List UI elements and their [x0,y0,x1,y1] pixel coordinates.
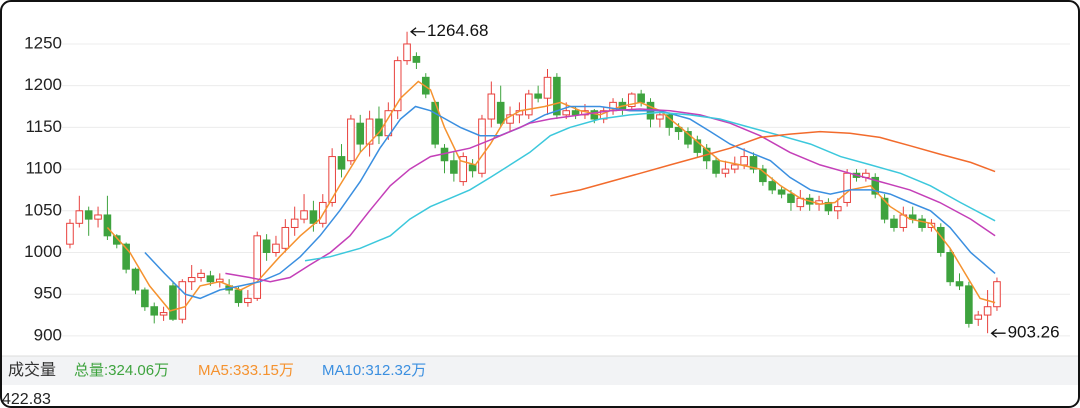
candle-body [66,222,74,245]
candle-body [787,193,795,203]
volume-axis-max: 422.83 [2,391,51,408]
candle-body [94,214,102,220]
candle-body [187,277,196,283]
candle-body [871,176,880,195]
moving-average-line [550,130,996,197]
candle-body [122,243,130,270]
candle-body [272,243,280,254]
candle-body [918,218,926,228]
candle-body [571,110,580,116]
y-tick-label: 1000 [24,242,62,261]
candle-body [150,306,159,316]
volume-ma5: MA5:333.15万 [198,362,294,379]
candle-body [281,226,290,249]
candle-body [318,201,327,224]
y-tick-label: 950 [34,284,62,303]
volume-total: 总量:324.06万 [74,362,169,379]
volume-header [2,356,1078,385]
candle-body [421,76,430,95]
y-tick-label: 1100 [25,159,62,178]
candle-body [103,214,112,237]
candle-body [721,168,730,174]
candle-body [534,93,542,99]
candle-body [496,101,505,124]
moving-average-line [304,111,996,262]
candle-body [290,218,299,228]
candle-body [459,156,468,183]
candle-body [75,210,84,224]
candle-body [955,281,964,287]
y-tick-label: 900 [34,325,62,344]
y-tick-label: 1150 [25,117,62,136]
candle-body [468,164,477,172]
candle-body [197,272,205,279]
candle-body [946,252,954,283]
candle-body [450,160,458,174]
candle-body [347,118,355,162]
candle-body [730,164,739,170]
candle-body [562,110,571,116]
candle-body [412,55,421,63]
candle-body [993,281,1001,308]
candle-body [524,93,533,116]
y-tick-label: 1200 [24,75,62,94]
candle-body [262,239,271,254]
candle-body [656,114,664,120]
annotation-arrow [410,27,426,37]
candle-body [337,156,346,170]
candle-body [693,139,702,153]
candle-body [749,156,758,170]
candle-body [253,235,262,299]
y-tick-label: 1050 [24,200,62,219]
candle-body [169,285,177,320]
plot-area: 900 950 1000 1050 1100 1150 1200 1250 1264.68 903… [24,21,1070,344]
candle-body [777,189,786,195]
candle-body [553,76,561,116]
candle-body [309,210,318,224]
extreme-label: 903.26 [1008,323,1060,342]
candle-body [684,131,692,145]
candle-body [843,172,851,203]
candle-body [487,93,496,120]
moving-average-line [144,105,996,300]
candle-body [543,76,552,99]
candle-body [112,235,121,245]
extreme-label: 1264.68 [427,21,488,40]
candle-body [637,93,645,103]
candle-body [84,210,93,220]
candle-body [768,181,777,191]
candle-body [712,160,720,174]
candle-body [740,156,748,166]
candle-body [159,312,168,316]
candle-body [141,289,149,308]
candle-body [393,60,402,112]
candle-body [478,118,486,174]
candle-body [131,268,140,291]
candle-body [759,168,767,183]
candle-body [627,93,636,108]
candle-body [983,306,992,316]
candle-body [178,281,187,320]
volume-ma10: MA10:312.32万 [322,362,426,379]
candle-body [356,122,365,145]
candle-body [833,206,842,212]
candle-body [403,43,411,62]
candle-body [328,156,336,203]
volume-title: 成交量 [8,361,56,379]
candle-body [300,210,308,220]
candle-body [880,197,889,220]
candle-body [206,275,215,283]
y-tick-label: 1250 [24,33,62,52]
candle-body [244,297,252,304]
candle-body [974,314,983,320]
candle-body [234,289,243,304]
candle-body [965,285,973,324]
candle-body [365,118,374,145]
candle-body [890,218,898,228]
annotation-arrow [990,328,1006,338]
moving-average-line [225,108,996,283]
